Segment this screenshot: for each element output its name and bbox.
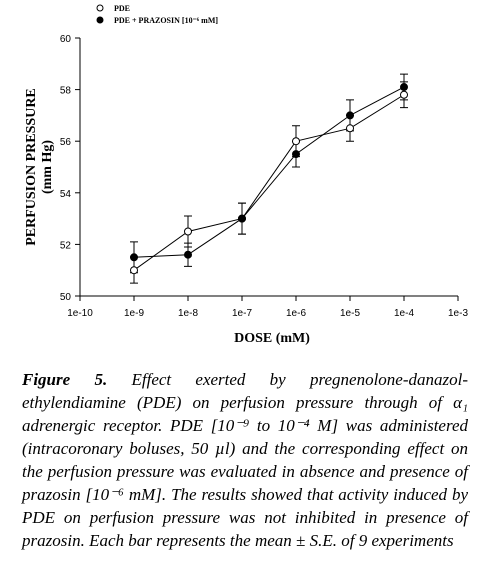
caption-text: Effect exerted by pregnenolone-danazol-e…: [22, 370, 469, 550]
marker: [400, 83, 408, 92]
x-tick-label: 1e-7: [232, 308, 252, 319]
y-tick-label: 54: [60, 189, 72, 200]
x-tick-label: 1e-3: [448, 308, 468, 319]
y-tick-label: 50: [60, 292, 72, 303]
marker: [184, 250, 192, 259]
legend-marker: [96, 16, 104, 24]
marker: [346, 124, 354, 133]
x-axis-title: DOSE (mM): [234, 331, 310, 346]
legend-marker: [96, 4, 104, 12]
marker: [292, 150, 300, 159]
chart: DOSE (mM) PERFUSION PRESSURE (mm Hg) 50 5…: [24, 4, 468, 346]
marker: [130, 253, 138, 262]
legend-label: PDE + PRAZOSIN [10⁻⁶ mM]: [114, 16, 218, 25]
series-line: [133, 94, 405, 271]
y-tick-label: 52: [60, 240, 72, 251]
caption: Figure 5. Effect exerted by pregnenolone…: [22, 368, 468, 552]
series-line: [133, 86, 405, 258]
marker: [184, 227, 192, 236]
caption-label: Figure 5.: [22, 370, 108, 389]
x-tick-label: 1e-10: [67, 308, 93, 319]
x-tick-label: 1e-5: [340, 308, 360, 319]
marker: [346, 111, 354, 120]
y-axis-title: PERFUSION PRESSURE: [24, 88, 39, 246]
marker: [292, 137, 300, 146]
x-tick-label: 1e-4: [394, 308, 414, 319]
y-axis-unit: (mm Hg): [40, 140, 55, 194]
x-tick-label: 1e-6: [286, 308, 306, 319]
y-tick-label: 58: [60, 86, 72, 97]
y-tick-label: 60: [60, 34, 72, 45]
legend-label: PDE: [114, 4, 130, 13]
marker: [130, 266, 138, 275]
marker: [400, 90, 408, 99]
x-tick-label: 1e-9: [124, 308, 144, 319]
y-tick-label: 56: [60, 137, 72, 148]
marker: [238, 214, 246, 223]
x-tick-label: 1e-8: [178, 308, 198, 319]
